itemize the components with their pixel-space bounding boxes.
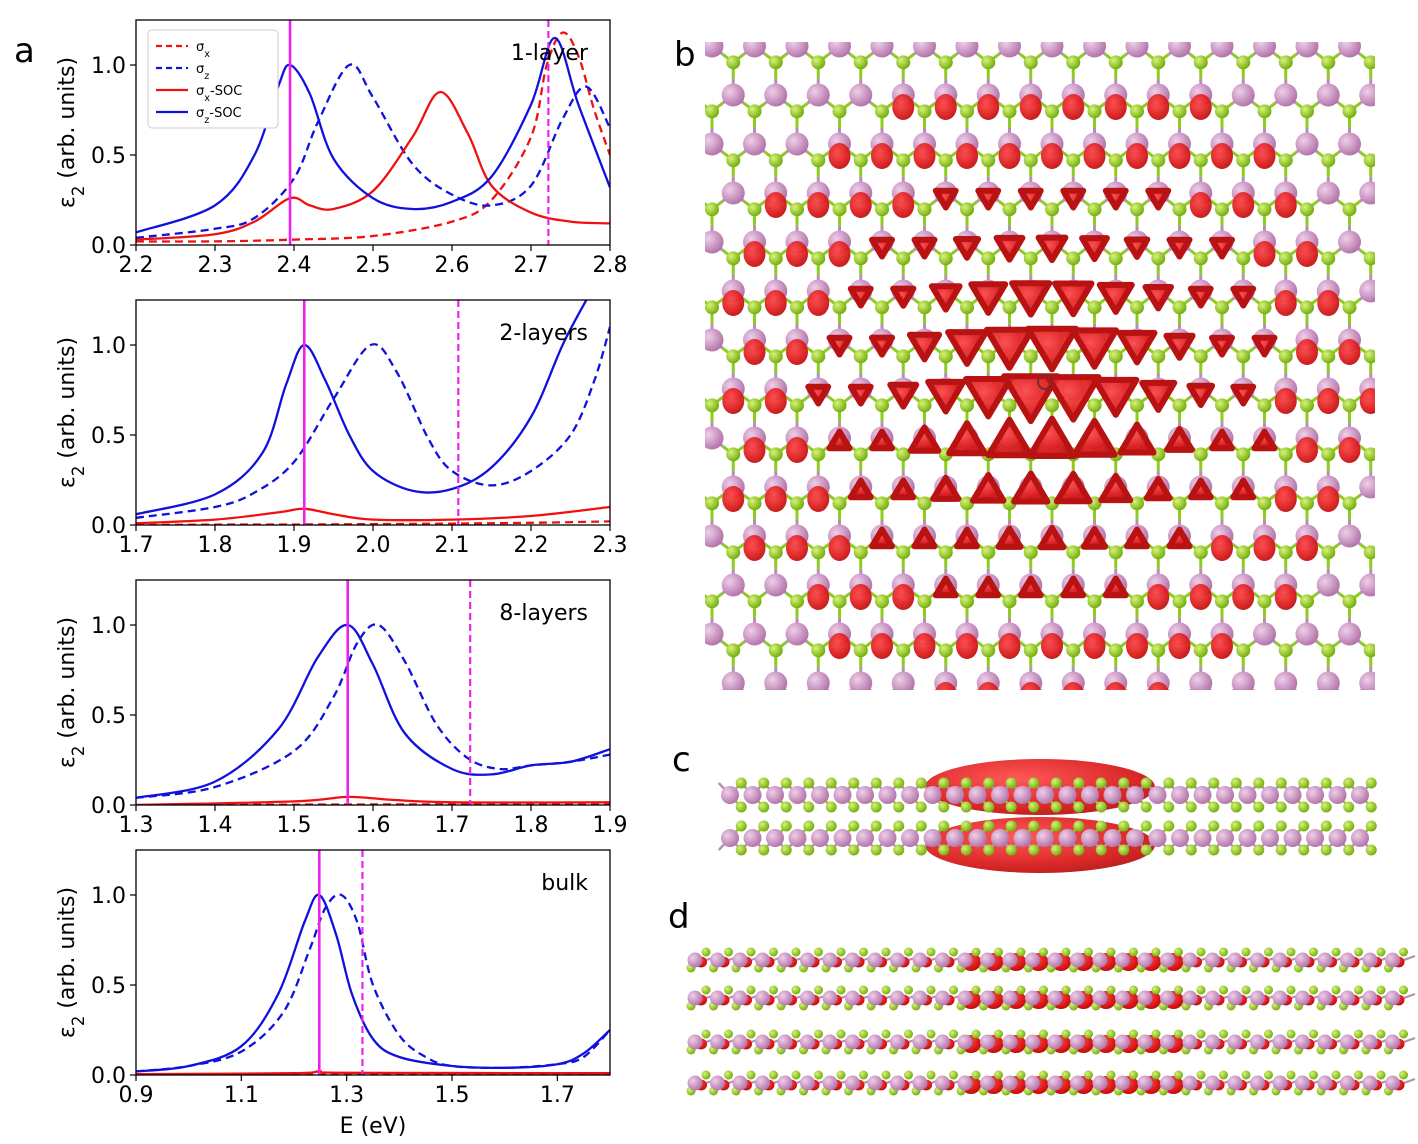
panel-label-c: c — [672, 740, 691, 780]
series-dashed-1 — [136, 893, 610, 1073]
x-tick-label: 1.7 — [435, 813, 470, 838]
y-axis-label: ε2 (arb. units) — [55, 887, 88, 1038]
y-tick-label: 0.0 — [91, 514, 126, 539]
x-tick-label: 1.3 — [119, 813, 154, 838]
panel-label-a: a — [14, 31, 35, 71]
panel-label-b: b — [674, 35, 696, 75]
x-tick-label: 1.6 — [356, 813, 391, 838]
chart-1-layer: 2.2 2.3 2.4 2.5 2.6 2.7 2.8 0.0 0.5 1.0ε2 (arb. u… — [55, 19, 628, 278]
y-tick-label: 0.5 — [91, 974, 126, 999]
x-tick-label: 1.9 — [593, 813, 628, 838]
x-tick-label: 1.7 — [119, 533, 154, 558]
plot-frame — [135, 849, 611, 1076]
series-solid-2 — [136, 1070, 610, 1075]
y-tick-label: 0.0 — [91, 234, 126, 259]
x-axis-label: E (eV) — [340, 1114, 407, 1139]
y-tick-label: 0.0 — [91, 794, 126, 819]
x-tick-label: 1.3 — [329, 1083, 364, 1108]
y-tick-label: 1.0 — [91, 334, 126, 359]
x-tick-label: 1.5 — [277, 813, 312, 838]
structure-multilayer-side-view — [686, 947, 1416, 1096]
x-tick-label: 1.7 — [540, 1083, 575, 1108]
x-tick-label: 1.5 — [435, 1083, 470, 1108]
series-dashed-1 — [136, 63, 610, 239]
x-tick-label: 0.9 — [119, 1083, 154, 1108]
x-tick-label: 2.2 — [119, 253, 154, 278]
series-dashed-1 — [136, 623, 610, 799]
y-axis-label: ε2 (arb. units) — [55, 337, 88, 488]
chart-8-layers: 1.3 1.4 1.5 1.6 1.7 1.8 1.9 0.0 0.5 1.0ε2 (arb. u… — [55, 579, 628, 838]
series-dashed-1 — [136, 326, 610, 519]
spectra-plots: 2.2 2.3 2.4 2.5 2.6 2.7 2.80.00.51.0ε2 (arb. u… — [55, 19, 628, 1139]
y-axis-label: ε2 (arb. units) — [55, 617, 88, 768]
layer-label: 2-layers — [499, 321, 588, 346]
y-axis-label: ε2 (arb. units) — [55, 57, 88, 208]
x-tick-label: 2.6 — [435, 253, 470, 278]
x-tick-label: 2.3 — [198, 253, 233, 278]
y-tick-label: 1.0 — [91, 54, 126, 79]
x-tick-label: 1.8 — [514, 813, 549, 838]
panel-label-d: d — [668, 897, 690, 937]
legend-label: σz — [196, 62, 209, 82]
series-solid-3 — [136, 300, 588, 516]
structure-top-view — [705, 42, 1375, 690]
y-tick-label: 0.5 — [91, 424, 126, 449]
x-tick-label: 2.5 — [356, 253, 391, 278]
charge-density — [722, 94, 1375, 690]
chart-2-layers: 1.7 1.8 1.9 2.0 2.1 2.2 2.3 0.0 0.5 1.0ε2 (arb. u… — [55, 299, 628, 558]
x-tick-label: 2.8 — [593, 253, 628, 278]
x-tick-label: 1.1 — [224, 1083, 259, 1108]
x-tick-label: 1.4 — [198, 813, 233, 838]
series-solid-3 — [136, 36, 610, 234]
series-solid-2 — [136, 90, 610, 241]
y-tick-label: 0.5 — [91, 144, 126, 169]
x-tick-label: 2.0 — [356, 533, 391, 558]
series-solid-2 — [136, 795, 610, 805]
legend-label: σx — [196, 40, 210, 60]
x-tick-label: 2.3 — [593, 533, 628, 558]
structure-bilayer-side-view — [717, 759, 1377, 873]
x-tick-label: 2.7 — [514, 253, 549, 278]
series-solid-3 — [136, 623, 610, 799]
legend-label: σx-SOC — [196, 84, 242, 104]
layer-label: 8-layers — [499, 601, 588, 626]
y-tick-label: 1.0 — [91, 614, 126, 639]
series-dashed-0 — [136, 31, 610, 243]
y-tick-label: 0.5 — [91, 704, 126, 729]
y-tick-label: 0.0 — [91, 1064, 126, 1089]
layer-label: 1-layer — [511, 41, 589, 66]
layer-label: bulk — [541, 871, 588, 896]
x-tick-label: 2.1 — [435, 533, 470, 558]
x-tick-label: 1.9 — [277, 533, 312, 558]
x-tick-label: 2.2 — [514, 533, 549, 558]
x-tick-label: 1.8 — [198, 533, 233, 558]
series-solid-2 — [136, 505, 610, 525]
legend-label: σz-SOC — [196, 106, 242, 126]
chart-bulk: 0.9 1.1 1.3 1.5 1.7 0.0 0.5 1.0ε2 (arb. units) b… — [55, 849, 611, 1139]
y-tick-label: 1.0 — [91, 884, 126, 909]
series-solid-3 — [136, 893, 610, 1073]
x-tick-label: 2.4 — [277, 253, 312, 278]
